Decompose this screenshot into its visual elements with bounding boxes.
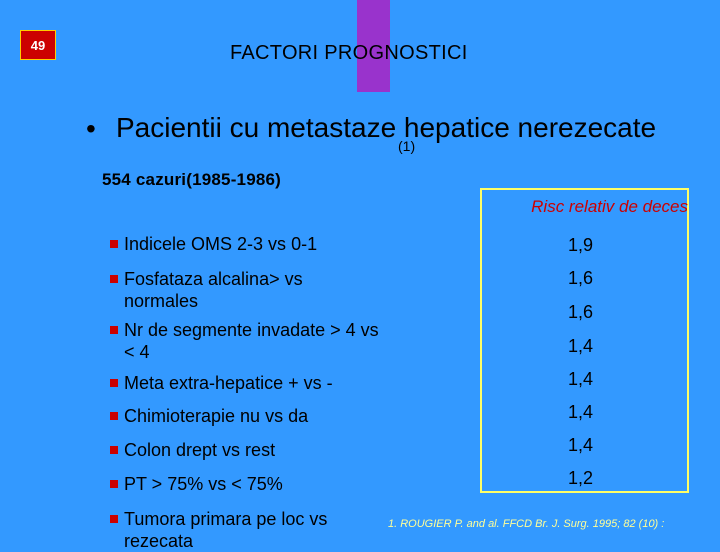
square-bullet-icon	[110, 480, 118, 488]
risk-value: 1,6	[568, 302, 594, 322]
square-bullet-icon	[110, 379, 118, 387]
factor-label: Chimioterapie nu vs da	[124, 406, 309, 426]
reference-superscript: (1)	[398, 138, 416, 154]
risk-value: 1,4	[568, 369, 594, 389]
factor-label: Fosfataza alcalina> vs	[124, 269, 303, 289]
factor-label-continued: < 4	[124, 342, 150, 362]
factor-item: Tumora primara pe loc vs rezecata	[110, 508, 327, 552]
square-bullet-icon	[110, 275, 118, 283]
square-bullet-icon	[110, 326, 118, 334]
risk-column-header: Risc relativ de deces	[531, 197, 688, 216]
factor-label: Tumora primara pe loc vs	[124, 509, 328, 529]
factor-item: Nr de segmente invadate > 4 vs < 4	[110, 319, 379, 363]
cases-count: 554 cazuri(1985-1986)	[102, 170, 282, 189]
factor-label: Indicele OMS 2-3 vs 0-1	[124, 234, 318, 254]
square-bullet-icon	[110, 446, 118, 454]
slide-title: FACTORI PROGNOSTICI	[230, 42, 468, 64]
square-bullet-icon	[110, 240, 118, 248]
factor-label: Meta extra-hepatice + vs -	[124, 373, 333, 393]
factor-label-continued: rezecata	[124, 531, 194, 551]
factor-item: Meta extra-hepatice + vs -	[110, 372, 333, 394]
risk-column-box	[480, 188, 689, 493]
risk-value: 1,4	[568, 336, 594, 356]
square-bullet-icon	[110, 412, 118, 420]
risk-value: 1,2	[568, 468, 594, 488]
factor-item: PT > 75% vs < 75%	[110, 473, 283, 495]
slide-number-badge: 49	[20, 30, 56, 60]
factor-item: Chimioterapie nu vs da	[110, 405, 308, 427]
factor-item: Colon drept vs rest	[110, 439, 275, 461]
factor-label-continued: normales	[124, 291, 199, 311]
risk-value: 1,4	[568, 435, 594, 455]
factor-item: Indicele OMS 2-3 vs 0-1	[110, 233, 317, 255]
factor-item: Fosfataza alcalina> vs normales	[110, 268, 303, 312]
factor-label: PT > 75% vs < 75%	[124, 474, 283, 494]
square-bullet-icon	[110, 515, 118, 523]
risk-value: 1,4	[568, 402, 594, 422]
citation: 1. ROUGIER P. and al. FFCD Br. J. Surg. …	[388, 518, 665, 530]
risk-value: 1,9	[568, 235, 594, 255]
slide-subtitle: Pacientii cu metastaze hepatice nerezeca…	[116, 112, 657, 143]
factor-label: Nr de segmente invadate > 4 vs	[124, 320, 379, 340]
factor-label: Colon drept vs rest	[124, 440, 276, 460]
bullet-icon: •	[86, 113, 96, 144]
decorative-purple-bar	[357, 0, 390, 92]
risk-value: 1,6	[568, 268, 594, 288]
